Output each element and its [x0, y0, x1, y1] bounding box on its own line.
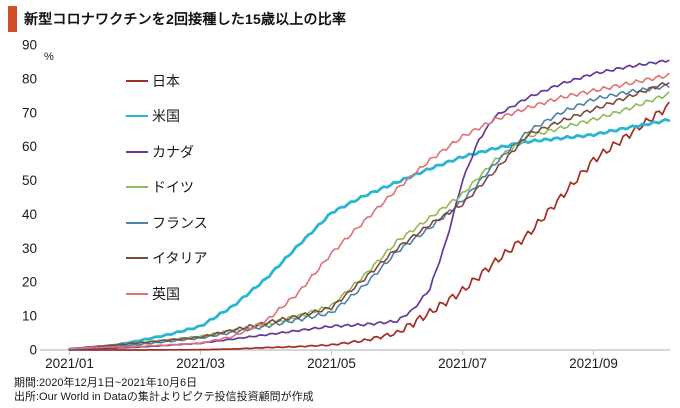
legend-label: 英国 [152, 285, 180, 302]
series-line-イタリア [68, 81, 670, 350]
y-axis-unit: % [44, 51, 54, 63]
y-tick-label: 20 [22, 275, 37, 290]
y-tick-label: 10 [22, 309, 37, 324]
series-line-フランス [68, 83, 670, 351]
legend-line-swatch [126, 115, 148, 117]
legend-label: イタリア [152, 250, 208, 266]
x-tick-label: 2021/01 [45, 356, 94, 371]
legend-label: ドイツ [152, 179, 194, 195]
chart-title: 新型コロナワクチンを2回接種した15歳以上の比率 [24, 11, 347, 27]
y-tick-label: 80 [22, 71, 37, 86]
legend-line-swatch [126, 221, 148, 224]
x-tick-label: 2021/03 [176, 356, 225, 371]
chart-footer: 期間:2020年12月1日~2021年10月6日 出所:Our World in… [14, 377, 314, 404]
y-tick-label: 40 [22, 207, 37, 222]
series-line-日本 [68, 101, 670, 351]
y-tick-label: 0 [29, 343, 37, 358]
legend-item-イタリア: イタリア [126, 249, 208, 268]
legend-item-日本: 日本 [126, 71, 208, 90]
title-accent-bar [8, 6, 17, 32]
legend-item-フランス: フランス [126, 213, 208, 232]
series-line-英国 [68, 72, 670, 350]
chart-header: 新型コロナワクチンを2回接種した15歳以上の比率 [8, 6, 346, 32]
legend-item-英国: 英国 [126, 284, 208, 303]
y-tick-label: 70 [22, 105, 37, 120]
y-tick-label: 50 [22, 173, 37, 188]
legend-label: カナダ [152, 143, 194, 160]
legend-label: フランス [152, 214, 208, 231]
x-tick-label: 2021/07 [438, 356, 487, 371]
y-tick-label: 60 [22, 139, 37, 154]
legend-item-米国: 米国 [126, 107, 208, 126]
chart-legend: 日本米国カナダドイツフランスイタリア英国 [126, 71, 208, 320]
legend-item-ドイツ: ドイツ [126, 178, 208, 197]
legend-label: 日本 [152, 72, 180, 89]
y-tick-label: 90 [22, 37, 37, 52]
y-tick-label: 30 [22, 241, 37, 256]
footer-period: 期間:2020年12月1日~2021年10月6日 [14, 377, 198, 389]
legend-line-swatch [126, 257, 148, 259]
series-line-米国 [68, 118, 671, 351]
legend-line-swatch [126, 186, 148, 188]
legend-line-swatch [126, 292, 148, 295]
x-tick-label: 2021/09 [569, 356, 618, 371]
legend-line-swatch [126, 79, 148, 82]
legend-label: 米国 [152, 108, 180, 124]
legend-line-swatch [126, 150, 148, 153]
footer-source: 出所:Our World in Dataの集計よりピクテ投信投資顧問が作成 [14, 390, 314, 403]
legend-item-カナダ: カナダ [126, 142, 208, 161]
series-line-ドイツ [68, 91, 670, 350]
x-tick-label: 2021/05 [307, 356, 356, 371]
